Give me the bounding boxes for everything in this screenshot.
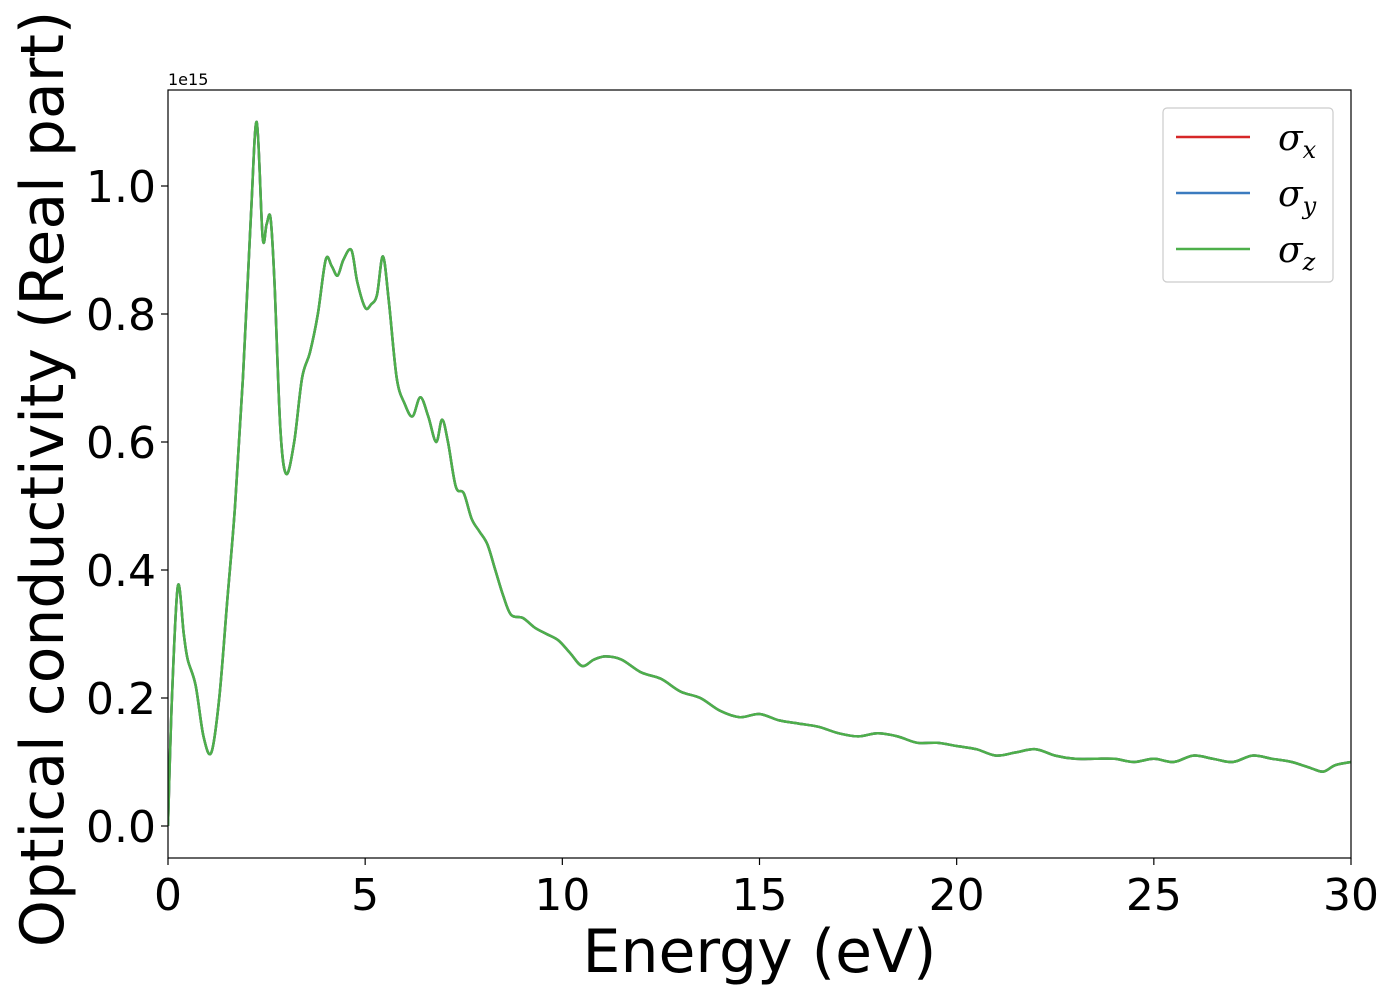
y-tick-label: 0.8 — [86, 290, 156, 341]
legend-box — [1162, 107, 1334, 283]
x-tick-label: 10 — [534, 870, 590, 921]
x-tick-label: 20 — [929, 870, 985, 921]
y-tick-label: 0.0 — [86, 802, 156, 853]
y-tick-label: 0.4 — [86, 546, 156, 597]
y-tick-label: 0.2 — [86, 674, 156, 725]
y-tick-label: 0.6 — [86, 418, 156, 469]
y-axis-label: Optical conductivity (Real part) — [8, 11, 78, 948]
legend: σx σy σz — [1162, 107, 1334, 283]
plot-area — [168, 120, 1351, 827]
x-tick-label: 25 — [1126, 870, 1182, 921]
x-tick-label: 0 — [154, 870, 182, 921]
legend-label-x: σx — [1278, 118, 1317, 164]
x-tick-label: 5 — [351, 870, 379, 921]
y-axis-ticks: 0.0 0.2 0.4 0.6 0.8 1.0 — [86, 162, 168, 853]
x-tick-label: 15 — [732, 870, 788, 921]
x-tick-label: 30 — [1323, 870, 1379, 921]
series-line-z — [168, 120, 1351, 827]
x-axis-label: Energy (eV) — [583, 917, 937, 987]
y-tick-label: 1.0 — [86, 162, 156, 213]
legend-label-y: σy — [1278, 174, 1317, 220]
x-axis-ticks: 0 5 10 15 20 25 30 — [154, 858, 1379, 921]
legend-label-z: σz — [1278, 230, 1316, 276]
y-axis-offset-text: 1e15 — [168, 70, 208, 89]
